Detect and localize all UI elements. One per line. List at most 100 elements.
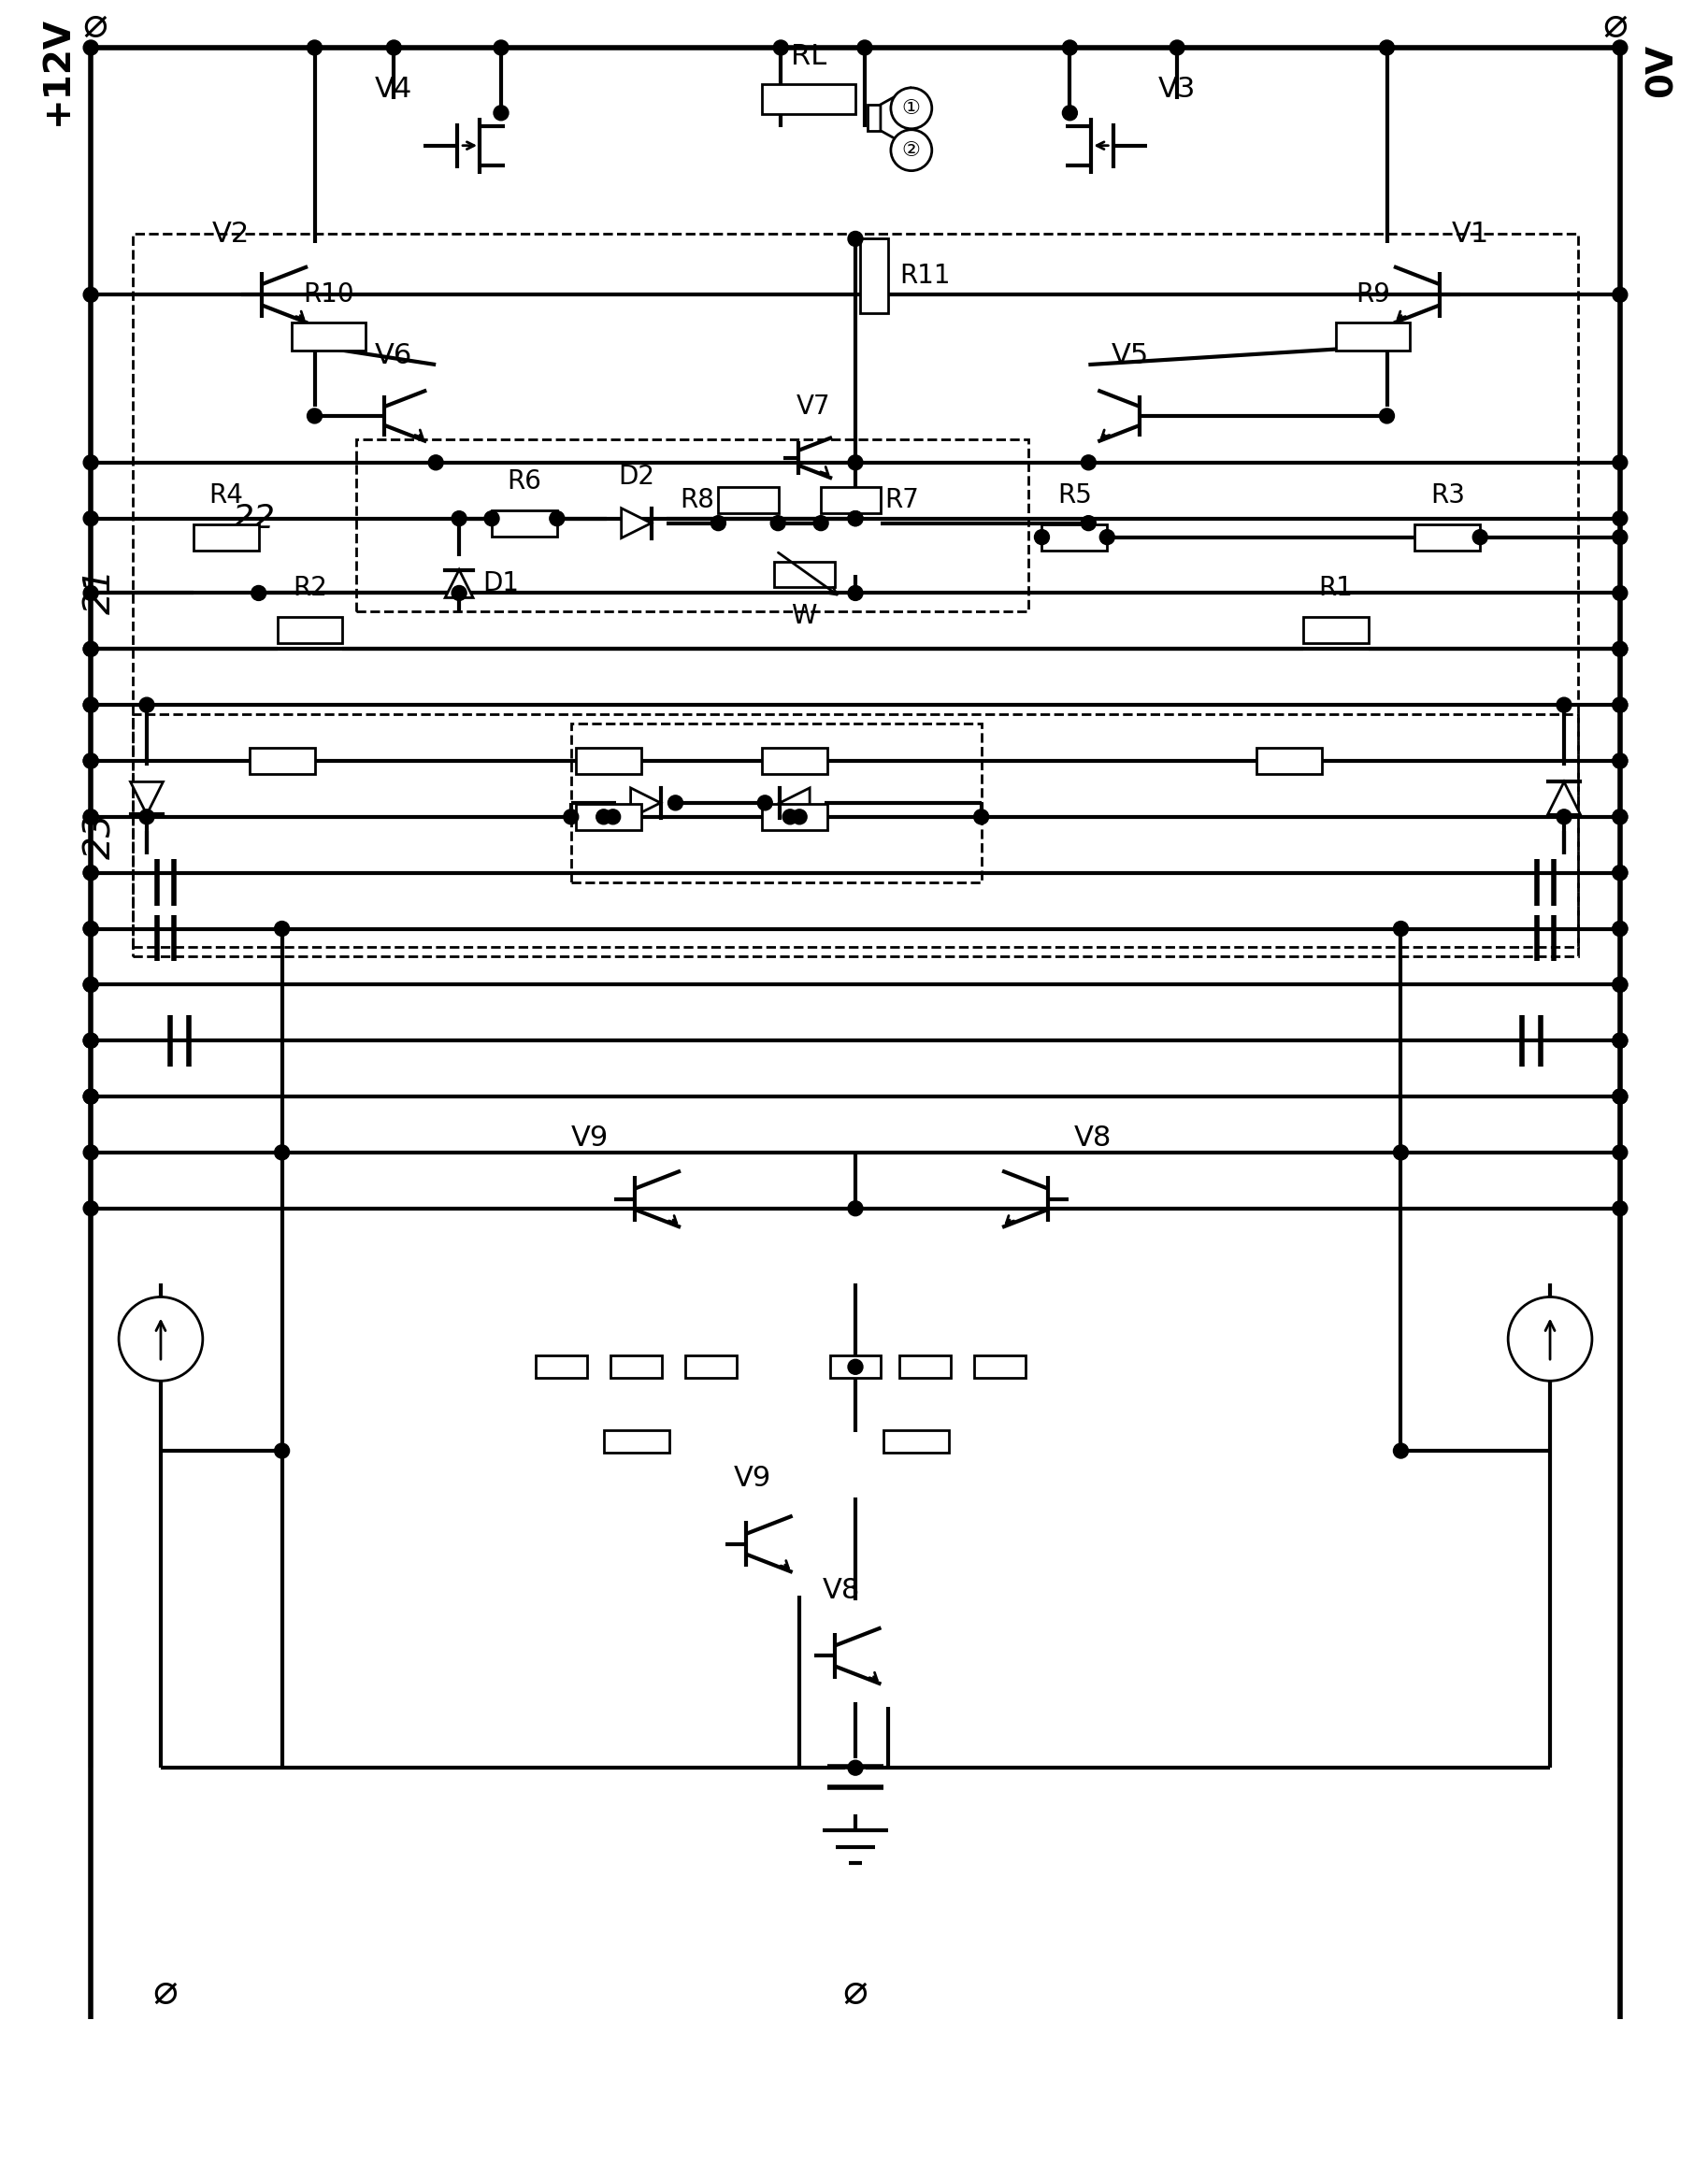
Circle shape	[84, 810, 99, 823]
Circle shape	[857, 39, 873, 54]
Bar	[193, 525, 258, 551]
Text: 22: 22	[232, 503, 275, 534]
Bar	[576, 804, 640, 830]
Polygon shape	[130, 782, 162, 815]
Polygon shape	[446, 571, 473, 597]
Bar	[603, 1431, 670, 1453]
Circle shape	[84, 865, 99, 880]
Circle shape	[1612, 810, 1628, 823]
Circle shape	[847, 1200, 863, 1215]
Bar	[974, 1355, 1025, 1379]
Circle shape	[494, 105, 509, 120]
Circle shape	[84, 39, 99, 54]
Circle shape	[429, 455, 444, 470]
Circle shape	[1556, 810, 1571, 823]
Text: R3: R3	[1430, 481, 1465, 507]
Circle shape	[1081, 455, 1097, 470]
Bar	[1414, 525, 1481, 551]
Text: 23: 23	[82, 812, 118, 858]
Text: V1: V1	[1452, 220, 1489, 248]
Text: R2: R2	[292, 575, 328, 601]
Circle shape	[774, 39, 789, 54]
Circle shape	[668, 795, 683, 810]
Circle shape	[1612, 1200, 1628, 1215]
Text: D2: D2	[618, 464, 654, 490]
Circle shape	[1612, 643, 1628, 656]
Circle shape	[564, 810, 579, 823]
Text: 0V: 0V	[1645, 44, 1679, 98]
Circle shape	[892, 131, 933, 170]
Bar	[868, 105, 881, 131]
Text: R11: R11	[900, 264, 951, 290]
Bar	[292, 322, 366, 351]
Circle shape	[1612, 754, 1628, 769]
Circle shape	[485, 512, 499, 525]
Circle shape	[1394, 921, 1409, 937]
Text: V7: V7	[796, 394, 830, 420]
Circle shape	[1612, 865, 1628, 880]
Bar	[1042, 525, 1107, 551]
Circle shape	[251, 586, 266, 601]
Circle shape	[1612, 865, 1628, 880]
Text: ①: ①	[902, 98, 921, 118]
Bar	[570, 723, 982, 882]
Circle shape	[1508, 1296, 1592, 1381]
Circle shape	[451, 512, 466, 525]
Circle shape	[847, 455, 863, 470]
Circle shape	[1380, 409, 1394, 423]
Text: ⌀: ⌀	[84, 4, 108, 44]
Bar	[762, 804, 827, 830]
Circle shape	[847, 1760, 863, 1775]
Text: V3: V3	[1158, 76, 1196, 102]
Circle shape	[275, 1146, 289, 1161]
Bar	[277, 616, 343, 643]
Circle shape	[974, 810, 989, 823]
Circle shape	[1612, 810, 1628, 823]
Circle shape	[1472, 529, 1488, 544]
Text: V6: V6	[376, 342, 413, 368]
Circle shape	[140, 810, 154, 823]
Circle shape	[596, 810, 611, 823]
Text: V2: V2	[212, 220, 249, 248]
Bar	[762, 85, 856, 113]
Text: R5: R5	[1057, 481, 1091, 507]
Bar	[685, 1355, 736, 1379]
Circle shape	[1612, 1089, 1628, 1104]
Circle shape	[84, 697, 99, 712]
Circle shape	[1556, 697, 1571, 712]
Bar	[830, 1355, 881, 1379]
Circle shape	[1612, 455, 1628, 470]
Text: W: W	[791, 603, 816, 629]
Circle shape	[84, 1200, 99, 1215]
Text: ⌀: ⌀	[1602, 4, 1628, 44]
Circle shape	[494, 39, 509, 54]
Circle shape	[84, 810, 99, 823]
Circle shape	[847, 1359, 863, 1374]
Text: R8: R8	[680, 486, 714, 512]
Circle shape	[84, 978, 99, 993]
Text: ②: ②	[902, 142, 921, 159]
Circle shape	[84, 1032, 99, 1048]
Circle shape	[84, 754, 99, 769]
Circle shape	[84, 455, 99, 470]
Circle shape	[84, 287, 99, 303]
Text: V5: V5	[1112, 342, 1149, 368]
Circle shape	[451, 586, 466, 601]
Polygon shape	[881, 89, 910, 146]
Circle shape	[275, 1444, 289, 1459]
Bar	[492, 510, 557, 536]
Text: V8: V8	[1074, 1124, 1112, 1152]
Circle shape	[813, 516, 828, 531]
Bar	[1336, 322, 1411, 351]
Circle shape	[140, 697, 154, 712]
Text: R10: R10	[302, 281, 354, 307]
Circle shape	[1612, 1089, 1628, 1104]
Circle shape	[847, 512, 863, 525]
Circle shape	[1612, 529, 1628, 544]
Circle shape	[1612, 643, 1628, 656]
Polygon shape	[622, 507, 651, 538]
Text: V9: V9	[570, 1124, 608, 1152]
Circle shape	[1081, 516, 1097, 531]
Circle shape	[1035, 529, 1049, 544]
Circle shape	[386, 39, 401, 54]
